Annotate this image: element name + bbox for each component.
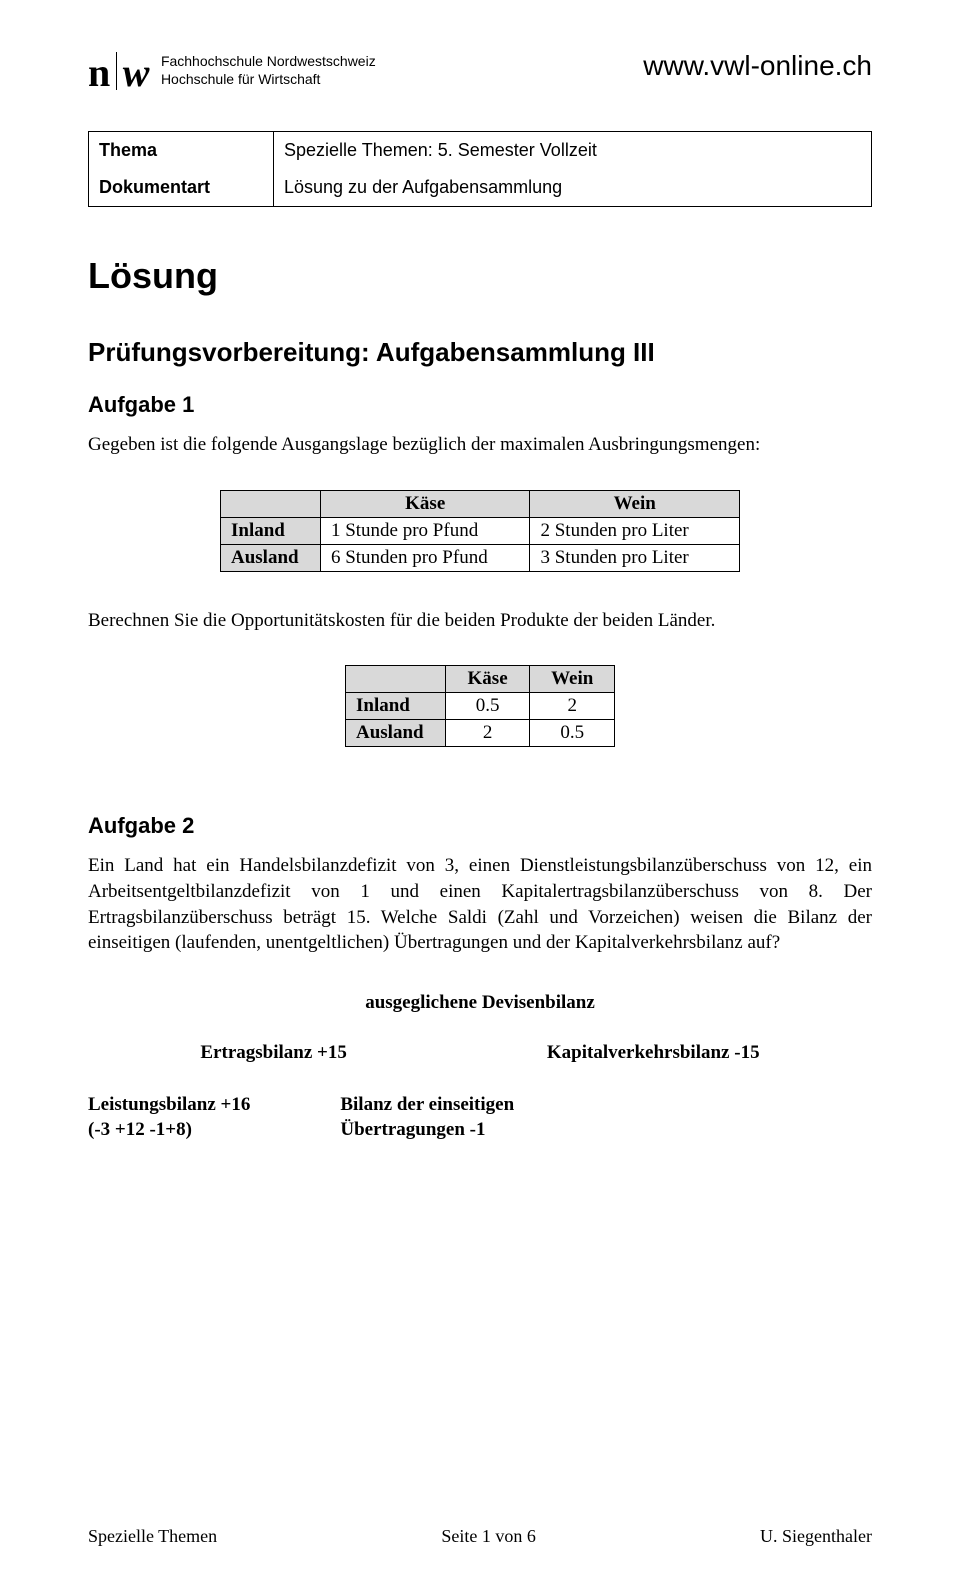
footer-center: Seite 1 von 6 — [441, 1526, 536, 1547]
footer-left: Spezielle Themen — [88, 1526, 217, 1547]
kapitalverkehrsbilanz: Kapitalverkehrsbilanz -15 — [547, 1042, 760, 1064]
table-row: Ausland 6 Stunden pro Pfund 3 Stunden pr… — [221, 544, 740, 571]
col-kaese: Käse — [320, 490, 530, 517]
table-row: Ausland 2 0.5 — [346, 720, 615, 747]
logo-w: w — [123, 53, 149, 93]
table-corner — [346, 666, 446, 693]
meta-dokart-value: Lösung zu der Aufgabensammlung — [274, 169, 872, 207]
cell: 0.5 — [445, 693, 530, 720]
institution-logo: n w Fachhochschule Nordwestschweiz Hochs… — [88, 48, 376, 93]
meta-table: Thema Spezielle Themen: 5. Semester Voll… — [88, 131, 872, 207]
table-row: Inland 1 Stunde pro Pfund 2 Stunden pro … — [221, 517, 740, 544]
page: n w Fachhochschule Nordwestschweiz Hochs… — [0, 0, 960, 1587]
balances-row: Ertragsbilanz +15 Kapitalverkehrsbilanz … — [88, 1042, 872, 1064]
site-url: www.vwl-online.ch — [643, 48, 872, 82]
cell: 0.5 — [530, 720, 615, 747]
aufgabe2-heading: Aufgabe 2 — [88, 813, 872, 839]
col-wein: Wein — [530, 666, 615, 693]
cell: 2 — [445, 720, 530, 747]
row-ausland: Ausland — [221, 544, 321, 571]
cell: 6 Stunden pro Pfund — [320, 544, 530, 571]
meta-thema-label: Thema — [89, 132, 274, 170]
table-row: Dokumentart Lösung zu der Aufgabensammlu… — [89, 169, 872, 207]
cell: 3 Stunden pro Liter — [530, 544, 740, 571]
institution-line2: Hochschule für Wirtschaft — [161, 70, 376, 88]
row-inland: Inland — [346, 693, 446, 720]
table-row: Inland 0.5 2 — [346, 693, 615, 720]
page-footer: Spezielle Themen Seite 1 von 6 U. Siegen… — [88, 1486, 872, 1547]
aufgabe1-heading: Aufgabe 1 — [88, 392, 872, 418]
balances-grid: Leistungsbilanz +16 (-3 +12 -1+8) Bilanz… — [88, 1092, 872, 1143]
leistungsbilanz-col: Leistungsbilanz +16 (-3 +12 -1+8) — [88, 1092, 250, 1143]
aufgabe1-table1: Käse Wein Inland 1 Stunde pro Pfund 2 St… — [220, 490, 740, 572]
aufgabe1-mid: Berechnen Sie die Opportunitätskosten fü… — [88, 608, 872, 634]
col-wein: Wein — [530, 490, 740, 517]
table-row: Käse Wein — [221, 490, 740, 517]
table-row: Käse Wein — [346, 666, 615, 693]
ertragsbilanz: Ertragsbilanz +15 — [200, 1042, 346, 1064]
aufgabe1-table2: Käse Wein Inland 0.5 2 Ausland 2 0.5 — [345, 665, 615, 747]
page-header: n w Fachhochschule Nordwestschweiz Hochs… — [88, 48, 872, 93]
logo-mark: n w — [88, 48, 149, 93]
col-kaese: Käse — [445, 666, 530, 693]
cell: 1 Stunde pro Pfund — [320, 517, 530, 544]
leistungsbilanz-line2: (-3 +12 -1+8) — [88, 1117, 250, 1143]
cell: 2 Stunden pro Liter — [530, 517, 740, 544]
table-row: Thema Spezielle Themen: 5. Semester Voll… — [89, 132, 872, 170]
row-ausland: Ausland — [346, 720, 446, 747]
logo-divider-icon — [116, 52, 117, 90]
devisenbilanz-label: ausgeglichene Devisenbilanz — [88, 992, 872, 1014]
footer-right: U. Siegenthaler — [760, 1526, 872, 1547]
aufgabe1-intro: Gegeben ist die folgende Ausgangslage be… — [88, 432, 872, 458]
uebertragungen-col: Bilanz der einseitigen Übertragungen -1 — [340, 1092, 514, 1143]
cell: 2 — [530, 693, 615, 720]
logo-n: n — [88, 53, 110, 93]
institution-name: Fachhochschule Nordwestschweiz Hochschul… — [161, 48, 376, 88]
table-corner — [221, 490, 321, 517]
page-title: Lösung — [88, 255, 872, 297]
meta-dokart-label: Dokumentart — [89, 169, 274, 207]
uebertragungen-line2: Übertragungen -1 — [340, 1117, 514, 1143]
meta-thema-value: Spezielle Themen: 5. Semester Vollzeit — [274, 132, 872, 170]
uebertragungen-line1: Bilanz der einseitigen — [340, 1092, 514, 1118]
page-subtitle: Prüfungsvorbereitung: Aufgabensammlung I… — [88, 337, 872, 368]
row-inland: Inland — [221, 517, 321, 544]
institution-line1: Fachhochschule Nordwestschweiz — [161, 52, 376, 70]
leistungsbilanz-line1: Leistungsbilanz +16 — [88, 1092, 250, 1118]
spacer — [88, 783, 872, 813]
aufgabe2-text: Ein Land hat ein Handelsbilanzdefizit vo… — [88, 853, 872, 956]
